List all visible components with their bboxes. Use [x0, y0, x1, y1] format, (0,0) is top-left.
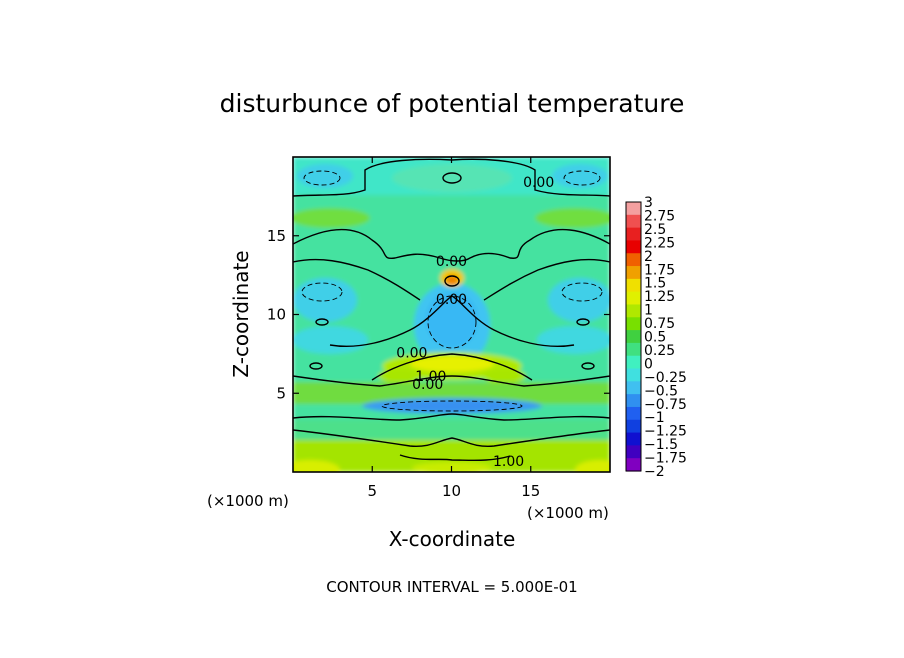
- colorbar-swatch: [626, 278, 641, 293]
- y-tick-label: 10: [267, 306, 286, 324]
- colorbar: 32.752.52.2521.751.51.2510.750.50.250−0.…: [625, 195, 687, 480]
- colorbar-label: 2.5: [644, 222, 666, 238]
- colorbar-swatch: [626, 304, 641, 318]
- colorbar-swatch: [626, 202, 641, 216]
- colorbar-swatch: [626, 342, 641, 357]
- colorbar-label: 2.25: [644, 235, 675, 251]
- y-axis-label: Z-coordinate: [229, 250, 253, 377]
- colorbar-label: 0.75: [644, 316, 675, 332]
- contour-label: 0.00: [523, 175, 554, 191]
- contour-label: 0.00: [436, 292, 467, 308]
- colorbar-label: 2.75: [644, 208, 675, 224]
- colorbar-swatch: [626, 406, 641, 421]
- colorbar-swatch: [626, 419, 641, 434]
- colorbar-swatch: [626, 266, 641, 280]
- contour-label: 0.00: [436, 254, 467, 270]
- colorbar-label: −2: [644, 464, 665, 480]
- y-tick-label: 15: [267, 227, 286, 245]
- colorbar-swatch: [626, 432, 641, 446]
- colorbar-swatch: [626, 445, 641, 459]
- colorbar-label: 1: [644, 303, 653, 319]
- colorbar-swatch: [626, 355, 641, 370]
- x-unit-right: (×1000 m): [527, 504, 609, 522]
- colorbar-label: 1.75: [644, 262, 675, 278]
- x-tick-label: 15: [521, 482, 540, 500]
- colorbar-label: −0.25: [644, 370, 687, 386]
- contour-lines-negative: [301, 170, 603, 412]
- colorbar-label: −1.75: [644, 451, 687, 467]
- x-axis-label: X-coordinate: [389, 527, 516, 551]
- colorbar-label: 0.5: [644, 330, 666, 346]
- colorbar-swatch: [626, 394, 641, 408]
- colorbar-swatch: [626, 227, 641, 242]
- colorbar-label: 1.5: [644, 276, 666, 292]
- x-unit-left: (×1000 m): [207, 492, 289, 510]
- colorbar-label: −1.25: [644, 424, 687, 440]
- colorbar-label: 2: [644, 249, 653, 265]
- colorbar-label: −1.5: [644, 437, 678, 453]
- colorbar-swatch: [626, 317, 641, 331]
- heatmap-field: [293, 157, 610, 472]
- colorbar-label: 3: [644, 195, 653, 211]
- colorbar-label: −0.5: [644, 383, 678, 399]
- colorbar-swatch: [626, 330, 641, 344]
- contour-label: 1.00: [493, 454, 524, 470]
- plot-area: 0.000.000.000.001.000.001.00: [293, 157, 610, 472]
- colorbar-label: −0.75: [644, 397, 687, 413]
- contour-labels: 0.000.000.000.001.000.001.00: [396, 175, 554, 470]
- colorbar-swatch: [626, 240, 641, 254]
- y-tick-label: 5: [276, 384, 286, 402]
- contour-interval-note: CONTOUR INTERVAL = 5.000E-01: [326, 578, 577, 596]
- contour-label: 0.00: [412, 377, 443, 393]
- chart-title: disturbunce of potential temperature: [220, 89, 685, 118]
- colorbar-frame: [625, 201, 642, 472]
- colorbar-label: 1.25: [644, 289, 675, 305]
- x-tick-label: 10: [442, 482, 461, 500]
- colorbar-swatch: [626, 253, 641, 267]
- contour-label: 0.00: [396, 345, 427, 361]
- colorbar-label: 0.25: [644, 343, 675, 359]
- colorbar-swatch: [626, 368, 641, 382]
- contour-label: 1.00: [415, 369, 446, 385]
- colorbar-swatch: [626, 214, 641, 229]
- colorbar-swatch: [626, 458, 641, 472]
- x-tick-label: 5: [367, 482, 377, 500]
- colorbar-swatch: [626, 291, 641, 306]
- colorbar-swatch: [626, 381, 641, 395]
- colorbar-label: 0: [644, 356, 653, 372]
- colorbar-label: −1: [644, 410, 665, 426]
- axis-ticks: 5 10 15 5 10 15: [267, 157, 610, 500]
